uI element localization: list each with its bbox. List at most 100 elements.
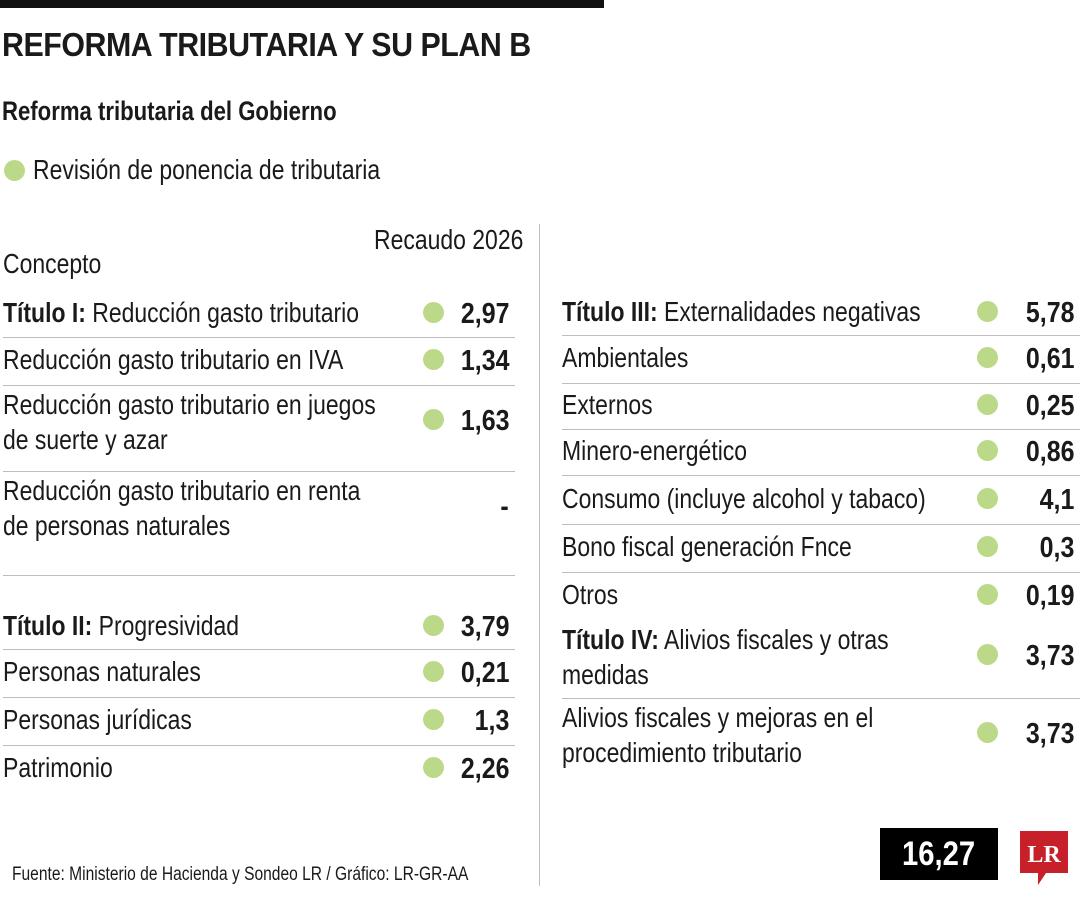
row-label: Ambientales xyxy=(562,340,688,375)
status-dot-icon xyxy=(977,644,998,665)
table-row: Título IV: Alivios fiscales y otras medid… xyxy=(562,620,1080,699)
row-label-line: Externos xyxy=(562,389,653,420)
legend: Revisión de ponencia de tributaria xyxy=(4,154,456,186)
row-value: 0,61 xyxy=(1025,343,1074,375)
row-label-line: Título III: Externalidades negativas xyxy=(562,296,921,327)
row-value: 3,73 xyxy=(1025,640,1074,672)
row-label-line: Reducción gasto tributario en renta xyxy=(3,475,361,506)
status-dot-icon xyxy=(977,394,998,415)
row-label: Alivios fiscales y mejoras en el procedim… xyxy=(562,700,873,770)
status-dot-icon xyxy=(423,349,444,370)
total-value: 16,27 xyxy=(902,834,976,873)
row-label: Título III: Externalidades negativas xyxy=(562,294,921,329)
row-value: 1,34 xyxy=(460,345,509,377)
table-row: Reducción gasto tributario en juegos de s… xyxy=(3,385,515,472)
row-label-line: Bono fiscal generación Fnce xyxy=(562,531,852,562)
row-label: Patrimonio xyxy=(3,750,113,785)
row-label-line: Minero-energético xyxy=(562,435,748,466)
row-label-line: de suerte y azar xyxy=(3,424,168,455)
row-value: - xyxy=(500,491,509,523)
row-label: Reducción gasto tributario en renta de pe… xyxy=(3,473,360,543)
row-label-line: Alivios fiscales y mejoras en el xyxy=(562,702,874,733)
row-label: Externos xyxy=(562,387,653,422)
column-divider xyxy=(539,224,540,886)
row-label-line: Personas naturales xyxy=(3,656,201,687)
status-dot-icon xyxy=(423,302,444,323)
row-label: Minero-energético xyxy=(562,433,747,468)
table-row: Título I: Reducción gasto tributario 2,97 xyxy=(3,290,515,338)
column-header-concepto: Concepto xyxy=(3,248,102,279)
row-label: Bono fiscal generación Fnce xyxy=(562,529,852,564)
status-dot-icon xyxy=(423,409,444,430)
row-label-line: Consumo (incluye alcohol y tabaco) xyxy=(562,483,926,514)
row-label-line: Otros xyxy=(562,579,619,610)
table-row: Externos 0,25 xyxy=(562,383,1080,430)
row-value: 3,79 xyxy=(460,611,509,643)
row-label-line: procedimiento tributario xyxy=(562,737,802,768)
row-value: 1,63 xyxy=(460,405,509,437)
page-subtitle: Reforma tributaria del Gobierno xyxy=(2,96,337,126)
table-row: Título II: Progresividad 3,79 xyxy=(3,605,515,650)
row-label-line: de personas naturales xyxy=(3,510,231,541)
row-label: Reducción gasto tributario en IVA xyxy=(3,342,343,377)
table-row: Título III: Externalidades negativas 5,78 xyxy=(562,290,1080,336)
row-title-bold: Título II: xyxy=(3,610,93,641)
table-row: Consumo (incluye alcohol y tabaco) 4,1 xyxy=(562,475,1080,525)
row-value: 0,25 xyxy=(1025,390,1074,422)
row-label-line: medidas xyxy=(562,659,649,690)
table-row: Alivios fiscales y mejoras en el procedim… xyxy=(562,698,1080,788)
table-row: Ambientales 0,61 xyxy=(562,335,1080,384)
source-note: Fuente: Ministerio de Hacienda y Sondeo … xyxy=(12,864,469,885)
row-title-bold: Título III: xyxy=(562,296,658,327)
row-title-bold: Título I: xyxy=(3,297,86,328)
row-value: 2,97 xyxy=(460,298,509,330)
row-value: 2,26 xyxy=(460,753,509,785)
column-header-recaudo: Recaudo 2026 xyxy=(374,224,524,255)
legend-label: Revisión de ponencia de tributaria xyxy=(33,154,381,185)
row-label-line: Título II: Progresividad xyxy=(3,610,240,641)
status-dot-icon xyxy=(977,440,998,461)
lr-logo-text: LR xyxy=(1027,842,1061,868)
row-label: Reducción gasto tributario en juegos de s… xyxy=(3,387,376,457)
row-label: Personas jurídicas xyxy=(3,702,192,737)
row-label: Otros xyxy=(562,577,618,612)
legend-dot-icon xyxy=(4,159,25,181)
total-box: 16,27 xyxy=(880,828,998,880)
row-value: 4,1 xyxy=(1039,484,1074,516)
row-label-line: Título IV: Alivios fiscales y otras xyxy=(562,624,889,655)
row-value: 5,78 xyxy=(1025,297,1074,329)
status-dot-icon xyxy=(423,615,444,636)
row-label-line: Ambientales xyxy=(562,342,689,373)
table-row: Otros 0,19 xyxy=(562,572,1080,620)
lr-logo-icon: LR xyxy=(1020,831,1068,885)
table-row: Bono fiscal generación Fnce 0,3 xyxy=(562,524,1080,573)
table-row: Patrimonio 2,26 xyxy=(3,745,515,793)
table-row: Reducción gasto tributario en renta de pe… xyxy=(3,471,515,576)
row-label-line: Patrimonio xyxy=(3,752,113,783)
status-dot-icon xyxy=(977,488,998,509)
row-label-line: Reducción gasto tributario en IVA xyxy=(3,344,344,375)
row-label: Título IV: Alivios fiscales y otras medid… xyxy=(562,622,889,692)
table-row: Personas jurídicas 1,3 xyxy=(3,697,515,746)
row-value: 0,86 xyxy=(1025,436,1074,468)
row-label-line: Reducción gasto tributario en juegos xyxy=(3,389,376,420)
row-label-line: Personas jurídicas xyxy=(3,704,192,735)
status-dot-icon xyxy=(977,301,998,322)
status-dot-icon xyxy=(977,584,998,605)
top-rule xyxy=(0,0,604,8)
table-row: Reducción gasto tributario en IVA 1,34 xyxy=(3,337,515,386)
status-dot-icon xyxy=(423,757,444,778)
row-title-bold: Título IV: xyxy=(562,624,659,655)
row-value: 0,19 xyxy=(1025,580,1074,612)
status-dot-icon xyxy=(977,347,998,368)
row-value: 0,3 xyxy=(1039,532,1074,564)
row-label: Título II: Progresividad xyxy=(3,608,239,643)
page-title: REFORMA TRIBUTARIA Y SU PLAN B xyxy=(2,26,531,63)
row-label: Consumo (incluye alcohol y tabaco) xyxy=(562,481,926,516)
status-dot-icon xyxy=(423,709,444,730)
status-dot-icon xyxy=(423,661,444,682)
status-dot-icon xyxy=(977,536,998,557)
table-row: Personas naturales 0,21 xyxy=(3,649,515,698)
row-label-line: Título I: Reducción gasto tributario xyxy=(3,297,360,328)
table-row: Minero-energético 0,86 xyxy=(562,429,1080,476)
